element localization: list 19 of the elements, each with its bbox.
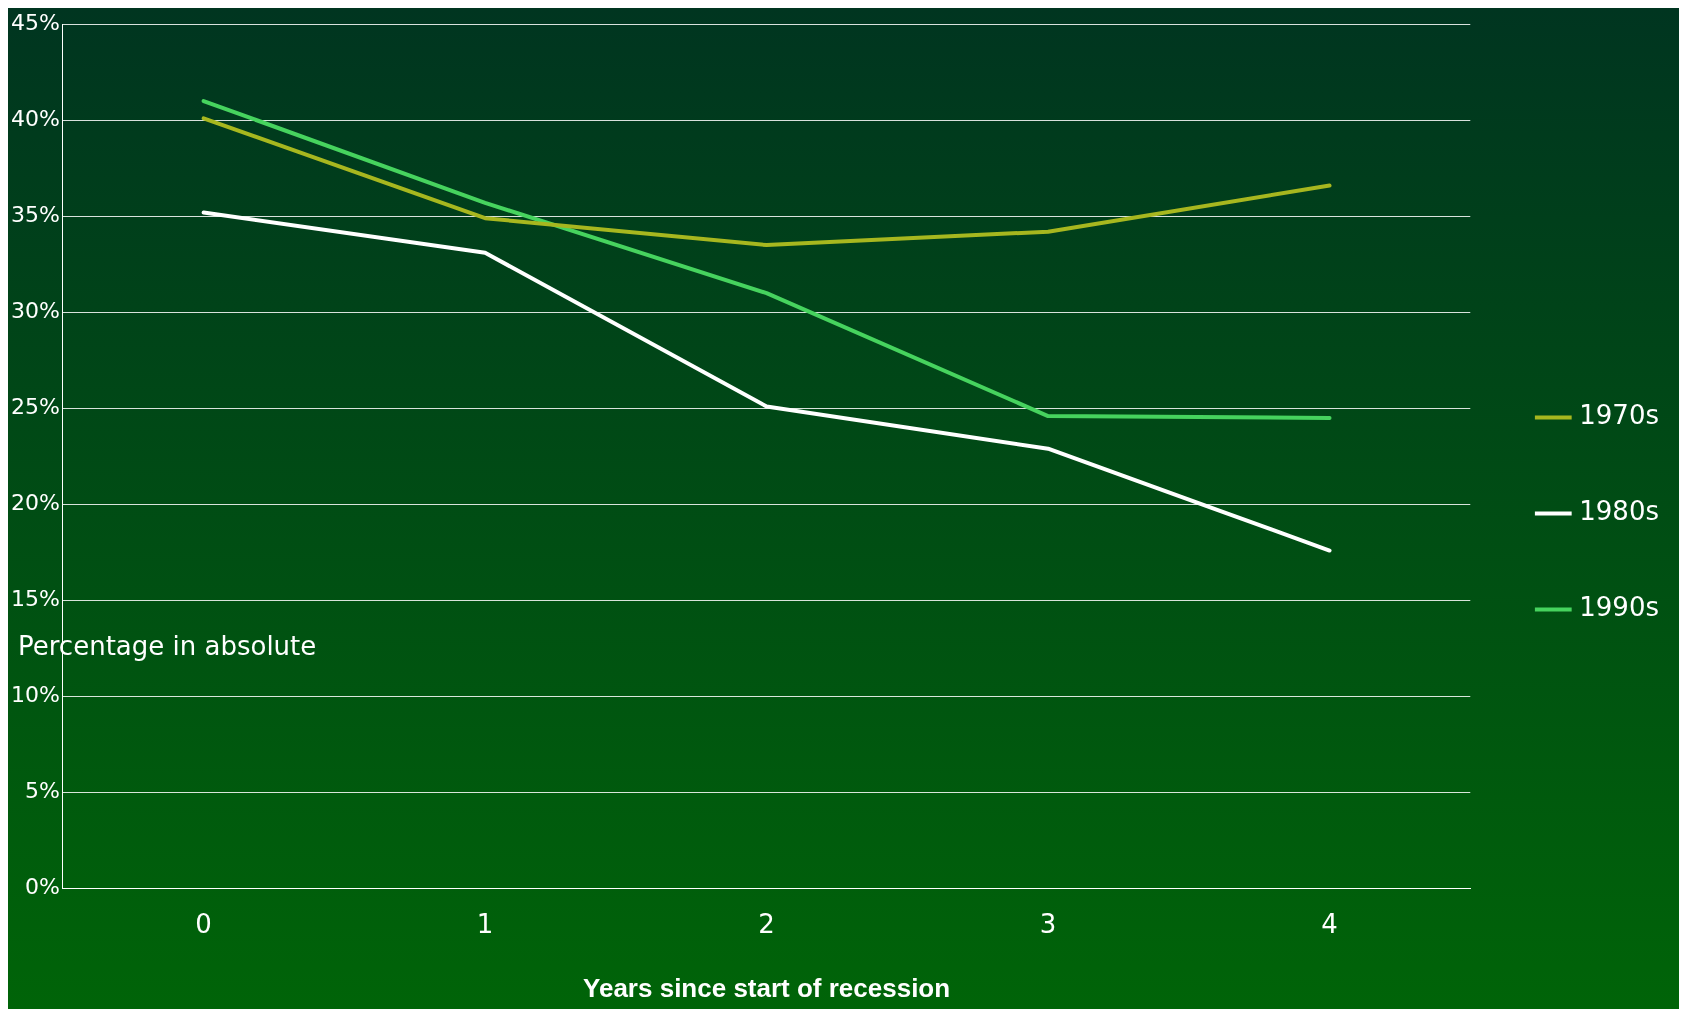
y-tick-label: 15% (10, 586, 60, 612)
legend-label: 1980s (1579, 496, 1659, 527)
legend-label: 1990s (1579, 592, 1659, 623)
x-tick-label: 3 (1039, 908, 1057, 939)
legend-label: 1970s (1579, 400, 1659, 431)
y-tick-label: 20% (10, 490, 60, 516)
x-tick-label: 4 (1321, 908, 1338, 939)
y-tick-label: 45% (10, 9, 60, 35)
y-tick-label: 35% (10, 202, 60, 228)
y-tick-label: 40% (10, 105, 60, 131)
y-tick-label: 25% (10, 394, 60, 420)
x-axis-title: Years since start of recession (583, 972, 951, 1003)
y-tick-label: 0% (24, 874, 60, 900)
y-tick-label: 30% (10, 298, 60, 324)
x-tick-label: 1 (476, 908, 494, 939)
y-tick-label: 10% (10, 682, 60, 708)
y-tick-label: 5% (24, 778, 60, 804)
x-tick-label: 0 (195, 908, 212, 939)
x-tick-label: 2 (758, 908, 775, 939)
